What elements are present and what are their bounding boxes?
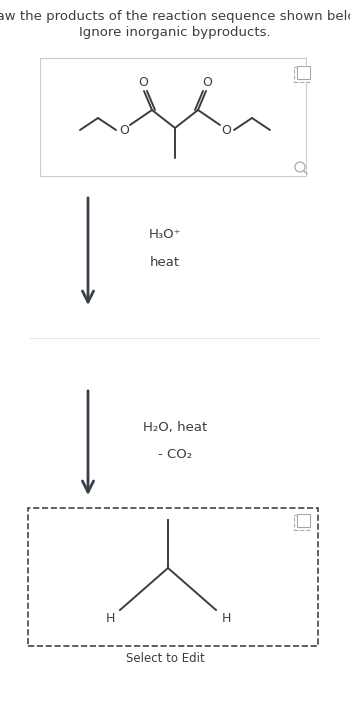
Text: O: O bbox=[138, 76, 148, 90]
Bar bbox=[294, 515, 309, 530]
Text: H₃O⁺: H₃O⁺ bbox=[149, 229, 181, 242]
Text: H₂O, heat: H₂O, heat bbox=[143, 421, 207, 435]
Text: O: O bbox=[119, 125, 129, 137]
Bar bbox=[294, 67, 309, 82]
Text: Select to Edit: Select to Edit bbox=[126, 651, 204, 665]
Text: heat: heat bbox=[150, 257, 180, 269]
Bar bbox=[297, 66, 310, 79]
Text: O: O bbox=[202, 76, 212, 90]
Bar bbox=[297, 514, 310, 527]
Text: H: H bbox=[105, 611, 115, 625]
Text: Ignore inorganic byproducts.: Ignore inorganic byproducts. bbox=[79, 26, 271, 39]
Text: - CO₂: - CO₂ bbox=[158, 449, 192, 461]
Text: Draw the products of the reaction sequence shown below.: Draw the products of the reaction sequen… bbox=[0, 10, 350, 23]
Text: H: H bbox=[221, 611, 231, 625]
Text: O: O bbox=[221, 125, 231, 137]
Bar bbox=[40, 58, 306, 176]
Bar bbox=[28, 508, 318, 646]
